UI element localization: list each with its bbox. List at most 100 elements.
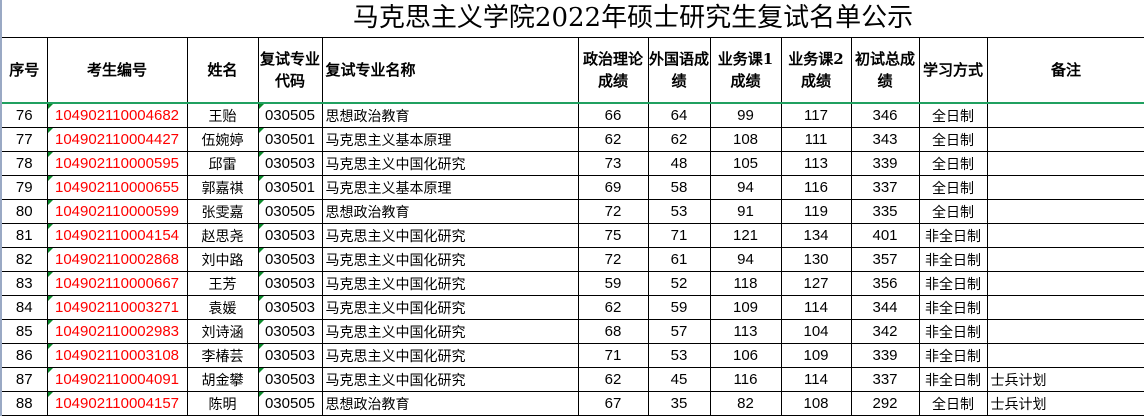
study-mode-cell[interactable]: 非全日制 [918, 271, 988, 296]
study-mode-cell[interactable]: 非全日制 [918, 343, 988, 368]
candidate-id-cell[interactable]: 104902110004682 [46, 102, 188, 128]
study-mode-cell[interactable]: 全日制 [918, 102, 988, 128]
study-mode-cell[interactable]: 非全日制 [918, 247, 988, 272]
language-score-cell[interactable]: 57 [647, 319, 711, 344]
header-candidate-id[interactable]: 考生编号 [46, 37, 188, 104]
course2-score-cell[interactable]: 113 [780, 151, 852, 176]
name-cell[interactable]: 李椿芸 [186, 343, 259, 368]
course2-score-cell[interactable]: 127 [780, 271, 852, 296]
major-name-cell[interactable]: 思想政治教育 [321, 391, 579, 416]
language-score-cell[interactable]: 35 [647, 391, 711, 416]
remarks-cell[interactable] [986, 247, 1144, 272]
study-mode-cell[interactable]: 非全日制 [918, 295, 988, 320]
name-cell[interactable]: 邱雷 [186, 151, 259, 176]
candidate-id-cell[interactable]: 104902110004091 [46, 367, 188, 392]
major-name-cell[interactable]: 马克思主义中国化研究 [321, 271, 579, 296]
remarks-cell[interactable] [986, 223, 1144, 248]
candidate-id-cell[interactable]: 104902110000595 [46, 151, 188, 176]
candidate-id-cell[interactable]: 104902110004427 [46, 127, 188, 152]
header-course2-score[interactable]: 业务课2成绩 [780, 37, 852, 104]
study-mode-cell[interactable]: 全日制 [918, 151, 988, 176]
total-score-cell[interactable]: 344 [850, 295, 920, 320]
course1-score-cell[interactable]: 105 [709, 151, 782, 176]
name-cell[interactable]: 刘诗涵 [186, 319, 259, 344]
total-score-cell[interactable]: 292 [850, 391, 920, 416]
header-language-score[interactable]: 外国语成绩 [647, 37, 711, 104]
politics-score-cell[interactable]: 69 [577, 175, 649, 200]
major-code-cell[interactable]: 030503 [257, 151, 323, 176]
course2-score-cell[interactable]: 104 [780, 319, 852, 344]
major-code-cell[interactable]: 030503 [257, 295, 323, 320]
course1-score-cell[interactable]: 94 [709, 247, 782, 272]
course2-score-cell[interactable]: 114 [780, 367, 852, 392]
name-cell[interactable]: 刘中路 [186, 247, 259, 272]
politics-score-cell[interactable]: 75 [577, 223, 649, 248]
remarks-cell[interactable] [986, 295, 1144, 320]
total-score-cell[interactable]: 335 [850, 199, 920, 224]
row-number[interactable]: 84 [0, 295, 48, 320]
remarks-cell[interactable] [986, 199, 1144, 224]
course1-score-cell[interactable]: 108 [709, 127, 782, 152]
total-score-cell[interactable]: 343 [850, 127, 920, 152]
major-code-cell[interactable]: 030503 [257, 223, 323, 248]
row-number[interactable]: 87 [0, 367, 48, 392]
major-name-cell[interactable]: 马克思主义中国化研究 [321, 151, 579, 176]
candidate-id-cell[interactable]: 104902110002868 [46, 247, 188, 272]
course2-score-cell[interactable]: 116 [780, 175, 852, 200]
course1-score-cell[interactable]: 118 [709, 271, 782, 296]
major-name-cell[interactable]: 马克思主义中国化研究 [321, 223, 579, 248]
remarks-cell[interactable]: 士兵计划 [986, 391, 1144, 416]
candidate-id-cell[interactable]: 104902110004154 [46, 223, 188, 248]
major-code-cell[interactable]: 030501 [257, 175, 323, 200]
major-code-cell[interactable]: 030503 [257, 343, 323, 368]
name-cell[interactable]: 郭嘉祺 [186, 175, 259, 200]
language-score-cell[interactable]: 45 [647, 367, 711, 392]
course1-score-cell[interactable]: 99 [709, 102, 782, 128]
row-number[interactable]: 79 [0, 175, 48, 200]
study-mode-cell[interactable]: 全日制 [918, 175, 988, 200]
course2-score-cell[interactable]: 108 [780, 391, 852, 416]
remarks-cell[interactable] [986, 343, 1144, 368]
course2-score-cell[interactable]: 114 [780, 295, 852, 320]
study-mode-cell[interactable]: 全日制 [918, 391, 988, 416]
header-politics-score[interactable]: 政治理论成绩 [577, 37, 649, 104]
study-mode-cell[interactable]: 非全日制 [918, 223, 988, 248]
header-total-score[interactable]: 初试总成绩 [850, 37, 920, 104]
header-study-mode[interactable]: 学习方式 [918, 37, 988, 104]
total-score-cell[interactable]: 337 [850, 367, 920, 392]
study-mode-cell[interactable]: 全日制 [918, 127, 988, 152]
course2-score-cell[interactable]: 117 [780, 102, 852, 128]
row-number[interactable]: 82 [0, 247, 48, 272]
candidate-id-cell[interactable]: 104902110003271 [46, 295, 188, 320]
name-cell[interactable]: 王贻 [186, 102, 259, 128]
politics-score-cell[interactable]: 68 [577, 319, 649, 344]
language-score-cell[interactable]: 53 [647, 199, 711, 224]
major-code-cell[interactable]: 030505 [257, 199, 323, 224]
candidate-id-cell[interactable]: 104902110000599 [46, 199, 188, 224]
major-code-cell[interactable]: 030503 [257, 247, 323, 272]
remarks-cell[interactable] [986, 319, 1144, 344]
course1-score-cell[interactable]: 113 [709, 319, 782, 344]
language-score-cell[interactable]: 61 [647, 247, 711, 272]
course1-score-cell[interactable]: 106 [709, 343, 782, 368]
language-score-cell[interactable]: 64 [647, 102, 711, 128]
politics-score-cell[interactable]: 71 [577, 343, 649, 368]
course2-score-cell[interactable]: 109 [780, 343, 852, 368]
major-code-cell[interactable]: 030501 [257, 127, 323, 152]
language-score-cell[interactable]: 58 [647, 175, 711, 200]
row-number[interactable]: 80 [0, 199, 48, 224]
remarks-cell[interactable] [986, 127, 1144, 152]
language-score-cell[interactable]: 53 [647, 343, 711, 368]
major-code-cell[interactable]: 030503 [257, 319, 323, 344]
row-number[interactable]: 86 [0, 343, 48, 368]
major-name-cell[interactable]: 马克思主义中国化研究 [321, 343, 579, 368]
row-number[interactable]: 88 [0, 391, 48, 416]
major-name-cell[interactable]: 思想政治教育 [321, 199, 579, 224]
row-number[interactable]: 85 [0, 319, 48, 344]
total-score-cell[interactable]: 356 [850, 271, 920, 296]
politics-score-cell[interactable]: 67 [577, 391, 649, 416]
politics-score-cell[interactable]: 59 [577, 271, 649, 296]
total-score-cell[interactable]: 337 [850, 175, 920, 200]
remarks-cell[interactable] [986, 102, 1144, 128]
major-name-cell[interactable]: 马克思主义基本原理 [321, 127, 579, 152]
